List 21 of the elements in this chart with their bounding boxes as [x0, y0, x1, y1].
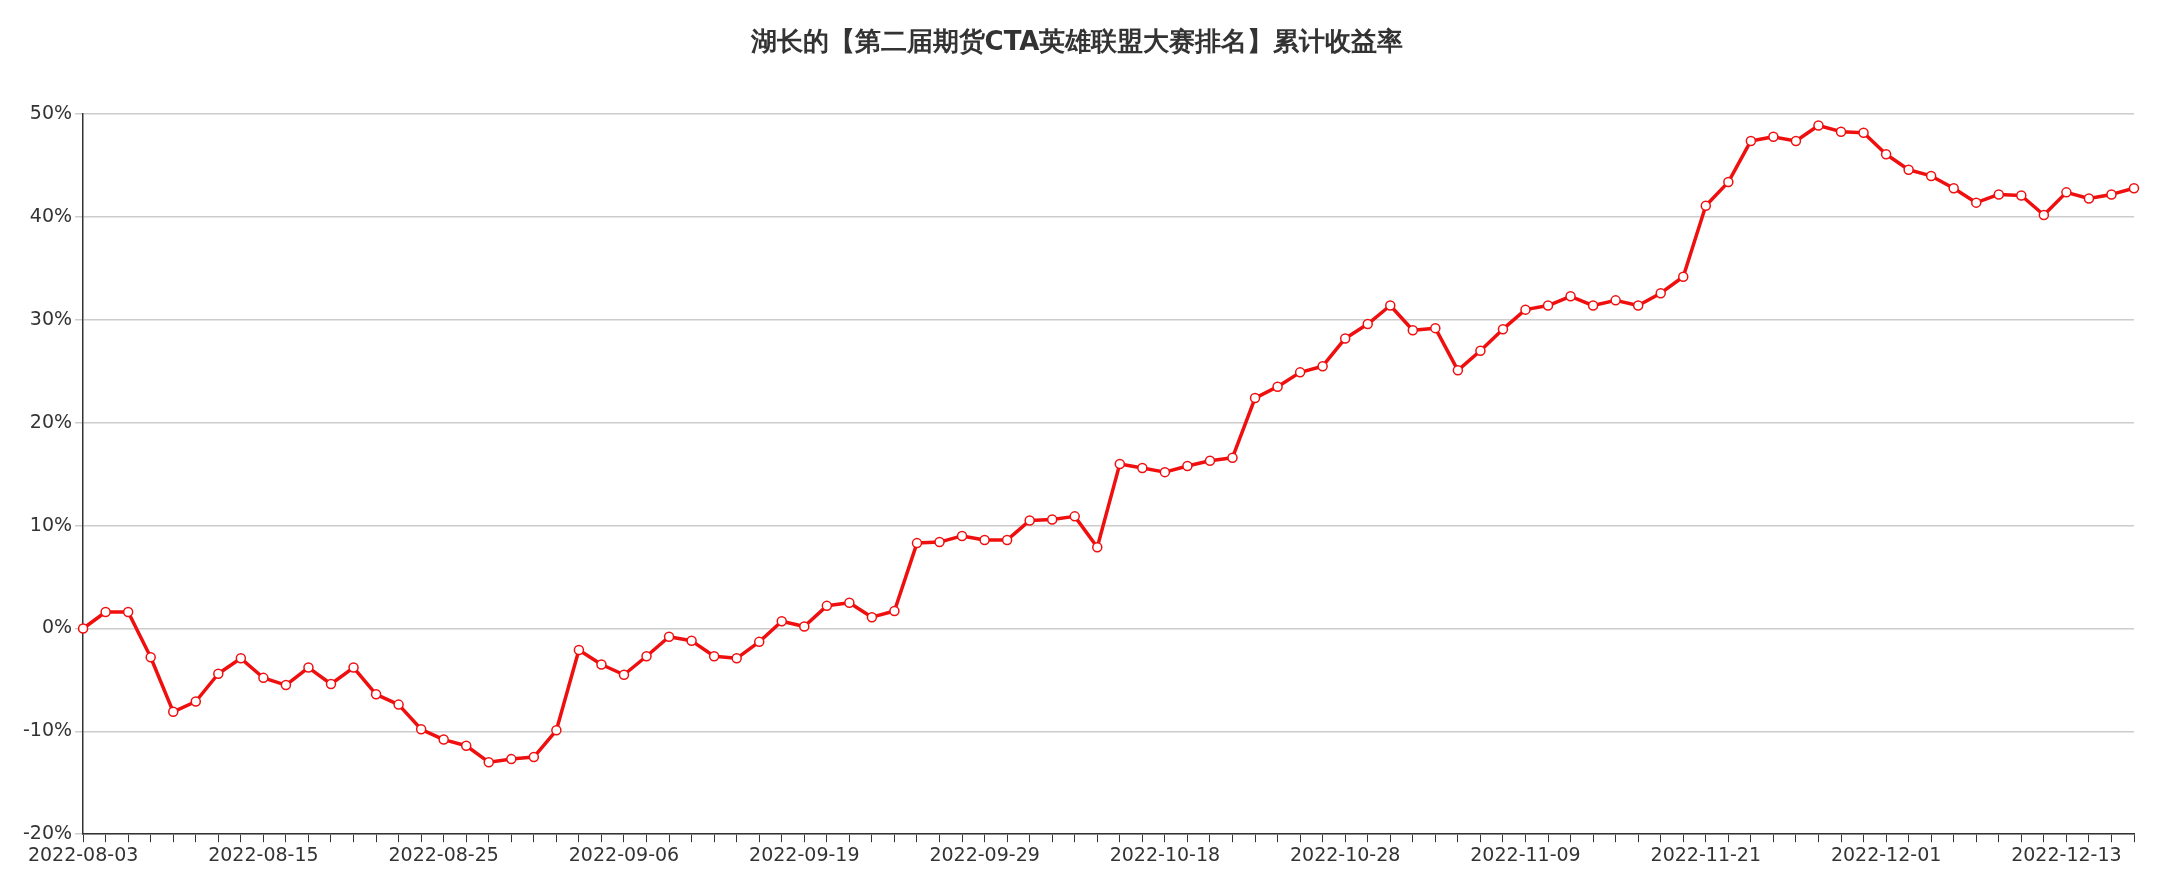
y-tick-label: 20%: [29, 409, 73, 432]
x-tick-label: 2022-09-29: [929, 842, 1040, 865]
x-tick-label: 2022-11-21: [1650, 842, 1761, 865]
y-tick-label: 0%: [41, 615, 73, 638]
chart-title: 湖长的【第二届期货CTA英雄联盟大赛排名】累计收益率: [749, 26, 1404, 57]
y-tick-label: 40%: [29, 203, 73, 226]
y-tick-label: -10%: [22, 718, 73, 741]
x-tick-label: 2022-09-06: [568, 842, 680, 865]
x-tick-label: 2022-08-25: [388, 842, 499, 865]
x-tick-label: 2022-12-13: [2011, 842, 2122, 865]
y-tick-label: 10%: [29, 512, 73, 535]
x-tick-label: 2022-08-03: [27, 842, 139, 865]
x-tick-label: 2022-08-15: [208, 842, 319, 865]
y-tick-label: 30%: [29, 306, 73, 329]
x-tick-label: 2022-10-28: [1289, 842, 1401, 865]
x-tick-label: 2022-10-18: [1109, 842, 1221, 865]
y-tick-label: -20%: [22, 821, 73, 844]
x-tick-label: 2022-09-19: [749, 842, 860, 865]
x-tick-label: 2022-11-09: [1470, 842, 1581, 865]
y-tick-label: 50%: [29, 101, 73, 124]
x-tick-label: 2022-12-01: [1830, 842, 1942, 865]
